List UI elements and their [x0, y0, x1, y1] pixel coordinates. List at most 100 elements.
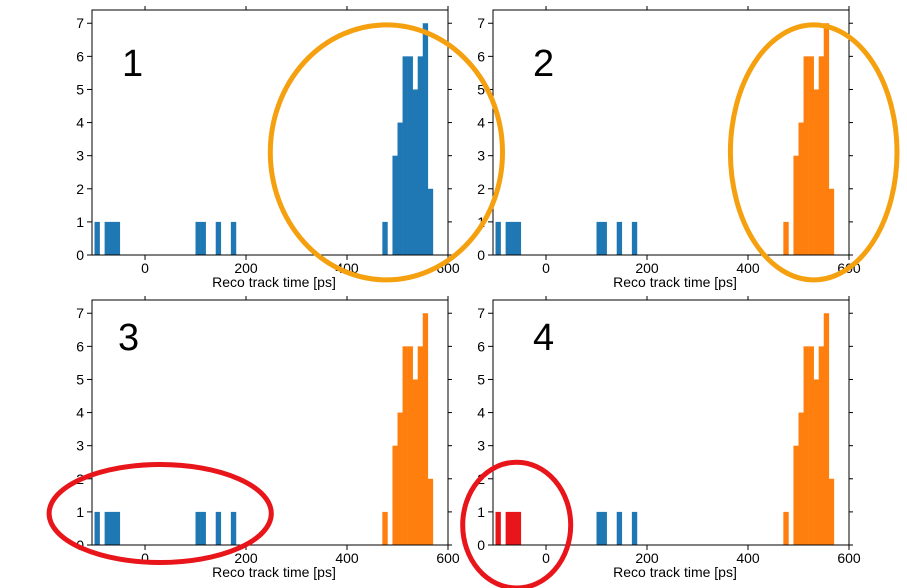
histogram-bar [382, 221, 388, 255]
y-tick-label: 1 [76, 214, 84, 230]
y-tick-label: 5 [477, 81, 485, 97]
y-tick-label: 6 [76, 48, 84, 64]
x-tick-label: 600 [436, 550, 460, 566]
histogram-bar [515, 221, 522, 255]
histogram-bar [798, 122, 804, 255]
histogram-bar [495, 511, 501, 545]
histogram-bar [427, 478, 434, 545]
y-tick-label: 1 [477, 504, 485, 520]
histogram-bar [793, 155, 799, 255]
histogram-bar [510, 511, 517, 545]
y-tick-label: 3 [477, 148, 485, 164]
y-tick-label: 1 [76, 504, 84, 520]
histogram-bar [510, 221, 517, 255]
histogram-bar [808, 56, 814, 255]
y-tick-label: 0 [477, 537, 485, 553]
histogram-bar [803, 56, 809, 255]
highlight-ellipse-3 [46, 462, 274, 565]
histogram-bar [392, 445, 398, 545]
y-tick-label: 3 [76, 148, 84, 164]
histogram-bar [215, 511, 222, 545]
histogram-bar [596, 511, 602, 545]
histogram-bar [215, 221, 222, 255]
histogram-bar [402, 56, 408, 255]
y-tick-label: 7 [477, 15, 485, 31]
y-tick-label: 3 [477, 438, 485, 454]
histogram-bar [828, 478, 835, 545]
histogram-bar [783, 511, 789, 545]
y-tick-label: 4 [477, 115, 485, 131]
highlight-ellipse-2 [727, 22, 900, 283]
histogram-bar [109, 511, 116, 545]
histogram-bar [813, 379, 819, 545]
histogram-bar [505, 511, 511, 545]
histogram-bar [422, 23, 429, 255]
histogram-bar [230, 511, 237, 545]
x-tick-label: 0 [141, 550, 149, 566]
histogram-bar [109, 221, 116, 255]
x-tick-label: 600 [837, 550, 861, 566]
y-tick-label: 2 [477, 181, 485, 197]
histogram-bar [392, 155, 398, 255]
histogram-bar [808, 346, 814, 545]
histogram-bar [631, 221, 638, 255]
histogram-bar [195, 511, 201, 545]
panel-number: 4 [533, 317, 554, 359]
x-tick-label: 400 [736, 260, 760, 276]
axes-frame [91, 9, 449, 256]
histogram-bar [798, 412, 804, 545]
histogram-bar [104, 511, 110, 545]
y-tick-label: 5 [76, 371, 84, 387]
panel-number: 2 [533, 43, 554, 85]
x-tick-label: 200 [635, 550, 659, 566]
histogram-bar [200, 511, 206, 545]
histogram-bar [195, 221, 201, 255]
x-tick-label: 400 [335, 550, 359, 566]
x-tick-label: 0 [141, 260, 149, 276]
y-tick-label: 6 [76, 338, 84, 354]
panel-number: 1 [122, 43, 143, 85]
histogram-bar [631, 511, 638, 545]
histogram-bar [596, 221, 602, 255]
y-tick-label: 6 [477, 48, 485, 64]
histogram-bar [412, 89, 418, 256]
x-axis-title: Reco track time [ps] [212, 274, 336, 290]
x-tick-label: 0 [542, 260, 550, 276]
histogram-bar [407, 56, 413, 255]
axes-frame [492, 9, 850, 256]
panel-number: 3 [118, 317, 139, 359]
histogram-bar [94, 511, 100, 545]
histogram-bar [505, 221, 511, 255]
histogram-bar [813, 89, 819, 256]
histogram-bar [412, 379, 418, 545]
y-tick-label: 4 [76, 405, 84, 421]
histogram-bar [803, 346, 809, 545]
histogram-bar [397, 412, 403, 545]
histogram-bar [427, 188, 434, 255]
y-tick-label: 7 [477, 305, 485, 321]
histogram-bar [417, 346, 424, 545]
histogram-bar [515, 511, 522, 545]
histogram-bar [397, 122, 403, 255]
histogram-bar [200, 221, 206, 255]
y-tick-label: 7 [76, 305, 84, 321]
x-tick-label: 400 [736, 550, 760, 566]
x-tick-label: 200 [635, 260, 659, 276]
histogram-bar [783, 221, 789, 255]
histogram-bar [793, 445, 799, 545]
histogram-bar [422, 313, 429, 545]
histogram-bar [828, 188, 835, 255]
y-tick-label: 0 [477, 247, 485, 263]
histogram-bar [104, 221, 110, 255]
histogram-bar [382, 511, 388, 545]
y-tick-label: 7 [76, 15, 84, 31]
histogram-bar [114, 511, 121, 545]
y-tick-label: 5 [76, 81, 84, 97]
x-axis-title: Reco track time [ps] [613, 274, 737, 290]
histogram-bar [402, 346, 408, 545]
highlight-ellipse-1 [267, 22, 505, 283]
y-tick-label: 2 [76, 181, 84, 197]
histogram-bar [823, 313, 830, 545]
